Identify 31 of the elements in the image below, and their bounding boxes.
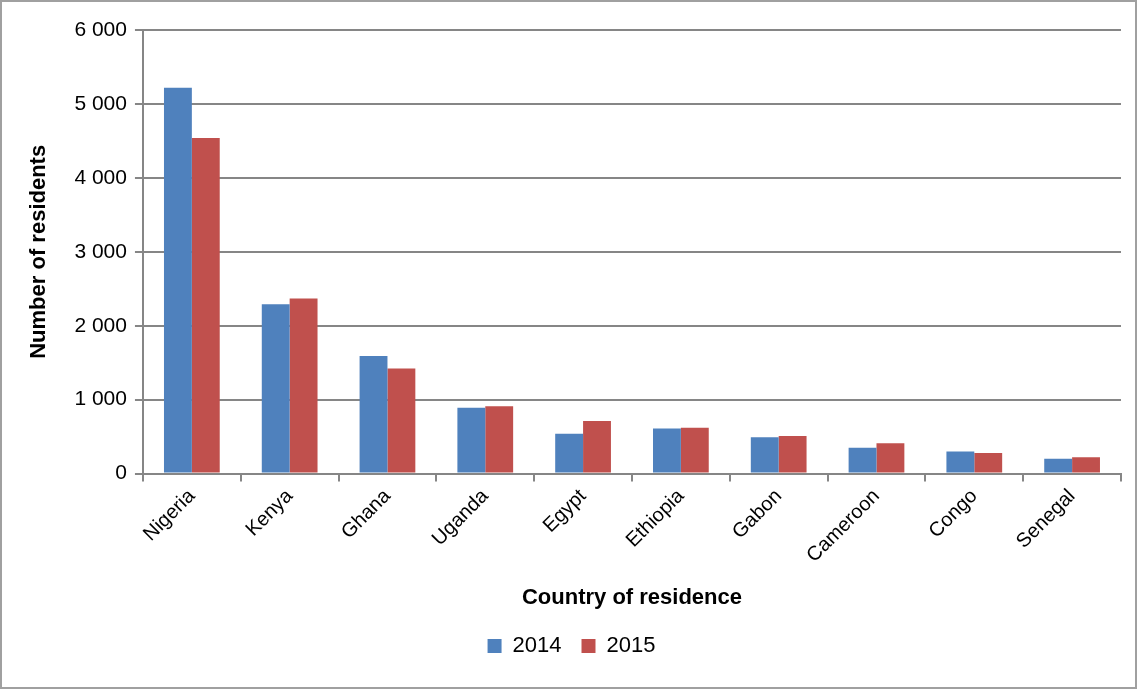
- bar: [778, 435, 807, 473]
- bar: [1044, 458, 1073, 473]
- bar: [848, 447, 877, 473]
- bar: [555, 433, 584, 473]
- bar: [387, 368, 416, 473]
- bar: [1072, 457, 1100, 473]
- x-axis-title: Country of residence: [521, 583, 742, 609]
- bar: [653, 428, 681, 473]
- bar: [680, 427, 709, 473]
- bar: [946, 451, 975, 473]
- y-tick-label: 2 000: [74, 312, 127, 336]
- bar: [974, 452, 1003, 473]
- y-tick-label: 4 000: [74, 164, 127, 188]
- y-tick-label: 6 000: [74, 16, 127, 40]
- bar: [163, 87, 192, 473]
- legend-label: 2014: [512, 632, 562, 658]
- bar: [261, 304, 290, 473]
- y-tick-label: 1 000: [74, 386, 127, 410]
- bar: [289, 298, 318, 473]
- bar: [359, 356, 388, 473]
- bar: [583, 421, 611, 473]
- bar: [876, 443, 905, 473]
- y-tick-label: 5 000: [74, 90, 127, 114]
- y-axis-title: Number of residents: [25, 144, 51, 359]
- bar: [485, 406, 514, 473]
- y-tick-label: 3 000: [74, 238, 127, 262]
- bar: [750, 437, 779, 473]
- bar: [191, 137, 220, 473]
- legend-label: 2015: [606, 632, 656, 658]
- bar: [457, 407, 486, 473]
- y-tick-label: 0: [115, 460, 127, 484]
